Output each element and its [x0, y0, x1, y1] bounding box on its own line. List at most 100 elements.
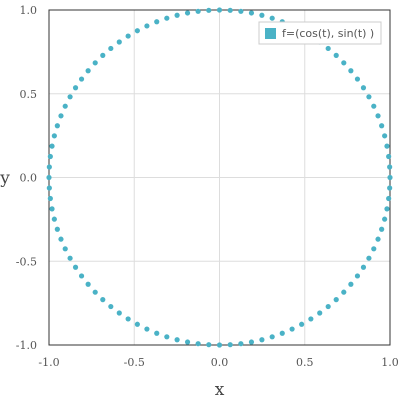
- data-point: [317, 310, 323, 316]
- data-point: [341, 289, 347, 295]
- data-point: [164, 334, 170, 340]
- data-point: [269, 15, 275, 21]
- x-axis-title: x: [215, 380, 225, 400]
- x-tick-label: 1.0: [381, 356, 399, 369]
- y-tick-label: 1.0: [20, 4, 38, 17]
- data-point: [174, 12, 180, 18]
- data-point: [92, 60, 98, 66]
- data-point: [238, 8, 244, 14]
- data-point: [248, 10, 255, 16]
- legend-box: [258, 21, 382, 45]
- data-point: [154, 19, 160, 25]
- data-point: [299, 321, 305, 327]
- data-point: [308, 316, 314, 322]
- grid-lines: [48, 9, 391, 346]
- data-point: [333, 52, 339, 58]
- data-point: [184, 339, 191, 345]
- data-point: [174, 337, 180, 343]
- data-point: [58, 113, 64, 119]
- data-point: [62, 103, 68, 109]
- data-point: [354, 76, 361, 82]
- data-point: [348, 68, 354, 74]
- data-point: [134, 321, 140, 327]
- data-point: [269, 334, 275, 340]
- data-point: [58, 236, 64, 242]
- data-point: [144, 23, 150, 29]
- data-point: [195, 8, 201, 14]
- data-point: [259, 12, 265, 18]
- data-point: [387, 185, 393, 191]
- y-tick-label: -1.0: [16, 339, 37, 352]
- data-point: [100, 52, 106, 58]
- data-point: [62, 246, 68, 252]
- data-point: [100, 297, 106, 303]
- data-point: [116, 310, 122, 316]
- data-point: [108, 303, 114, 310]
- data-point: [54, 226, 60, 232]
- data-point: [51, 133, 57, 139]
- data-point: [46, 164, 52, 170]
- data-point: [371, 246, 377, 252]
- data-point: [78, 273, 85, 279]
- series-points: [46, 7, 393, 348]
- data-point: [227, 342, 233, 348]
- legend-label: f=(cos(t), sin(t) ): [282, 27, 374, 40]
- data-point: [72, 264, 79, 270]
- x-tick-label: 0.0: [211, 356, 229, 369]
- data-point: [116, 39, 122, 45]
- x-tick-label: -0.5: [124, 356, 145, 369]
- x-tick-label: -1.0: [38, 356, 59, 369]
- data-point: [47, 195, 53, 202]
- data-point: [46, 185, 52, 191]
- y-tick-label: 0.5: [20, 88, 38, 101]
- data-point: [333, 297, 339, 303]
- x-tick-labels: -1.0 -0.5 0.0 0.5 1.0: [38, 356, 398, 369]
- data-point: [47, 153, 53, 160]
- data-point: [238, 341, 244, 347]
- data-point: [125, 33, 131, 39]
- data-point: [51, 216, 57, 222]
- legend: f=(cos(t), sin(t) ): [258, 21, 382, 45]
- data-point: [360, 85, 367, 91]
- y-axis-title: y: [0, 169, 10, 189]
- y-tick-label: -0.5: [16, 255, 37, 268]
- x-tick-label: 0.5: [296, 356, 314, 369]
- data-point: [279, 330, 285, 336]
- y-tick-label: 0.0: [20, 172, 38, 185]
- data-point: [386, 153, 392, 160]
- data-point: [49, 206, 55, 212]
- legend-swatch: [265, 28, 276, 39]
- data-point: [49, 143, 55, 149]
- data-point: [54, 123, 60, 129]
- data-point: [382, 216, 388, 222]
- data-point: [85, 68, 91, 74]
- data-point: [366, 255, 372, 261]
- data-point: [341, 60, 347, 66]
- data-point: [379, 123, 385, 129]
- data-point: [248, 339, 255, 345]
- y-tick-labels: 1.0 0.5 0.0 -0.5 -1.0: [16, 4, 37, 352]
- data-point: [289, 326, 295, 332]
- data-point: [46, 174, 52, 181]
- data-point: [78, 76, 85, 82]
- data-point: [387, 174, 393, 181]
- data-point: [379, 226, 385, 232]
- data-point: [216, 342, 223, 348]
- data-point: [354, 273, 361, 279]
- data-point: [366, 94, 372, 100]
- data-point: [195, 341, 201, 347]
- data-point: [206, 7, 212, 13]
- data-point: [154, 330, 160, 336]
- data-point: [325, 303, 331, 310]
- data-point: [360, 264, 367, 270]
- data-point: [227, 7, 233, 13]
- data-point: [375, 236, 381, 242]
- data-point: [67, 94, 73, 100]
- data-point: [259, 337, 265, 343]
- data-point: [134, 28, 140, 34]
- data-point: [387, 164, 393, 170]
- data-point: [144, 326, 150, 332]
- data-point: [67, 255, 73, 261]
- data-point: [371, 103, 377, 109]
